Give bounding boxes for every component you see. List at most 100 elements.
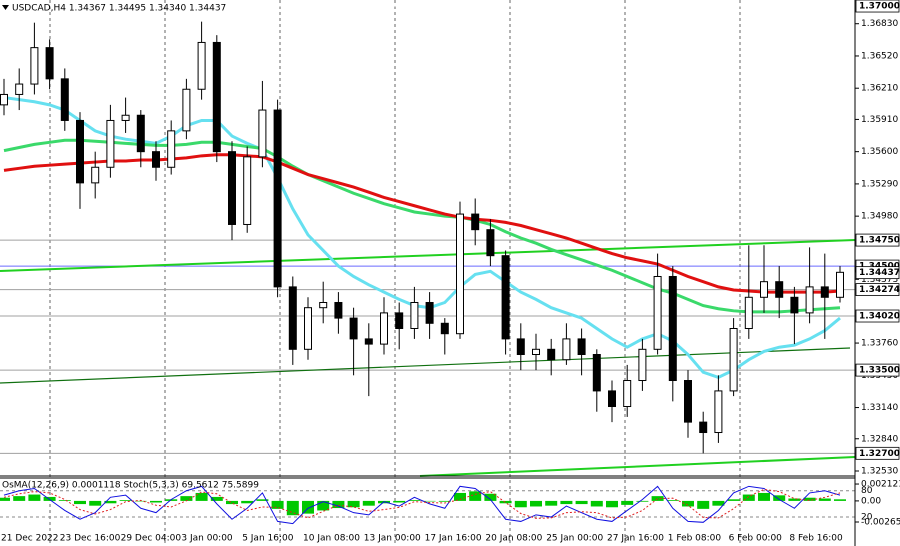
level-box [855, 309, 900, 323]
osma-bar [469, 491, 482, 501]
candle-body [364, 338, 373, 345]
candle-body [668, 275, 677, 382]
osma-bar [773, 495, 786, 501]
osma-bar [28, 494, 41, 501]
candles [0, 21, 844, 454]
candle-body [228, 151, 236, 225]
candle-body [167, 130, 176, 168]
level-label: 1.34020 [859, 312, 900, 322]
osma-bar [499, 500, 512, 504]
candle-body [197, 41, 206, 90]
level-label: 1.34750 [859, 236, 900, 246]
candle-body [121, 114, 130, 121]
candle-body [608, 390, 616, 408]
candle-body [638, 348, 647, 382]
candle-body [684, 380, 692, 423]
candle-body [152, 151, 160, 168]
trend-line [0, 239, 856, 272]
moving-average [3, 153, 841, 294]
y-tick-label: 1.34980 [861, 212, 898, 222]
candle-body [380, 312, 388, 345]
osma-bar [393, 500, 406, 503]
osma-bar [834, 499, 846, 501]
osma-bar [241, 500, 254, 504]
x-tick-label: 25 Jan 00:00 [546, 534, 603, 544]
candle-body [547, 348, 556, 361]
candle-body [501, 255, 510, 340]
level-label: 1.33500 [859, 366, 900, 376]
osma-bar [302, 500, 314, 514]
osma-bar [408, 500, 421, 501]
x-tick-label: 10 Jan 08:00 [303, 534, 360, 544]
osma-bar [0, 497, 10, 501]
y-tick-label: 1.33760 [861, 339, 898, 349]
candle-body [775, 281, 784, 298]
x-tick-label: 6 Feb 00:00 [729, 534, 783, 544]
x-tick-label: 1 Feb 08:00 [668, 534, 722, 544]
stoch-tick-label: 80 [861, 486, 873, 496]
candle-body [760, 281, 768, 298]
candle-body [91, 166, 100, 184]
candle-body [744, 296, 753, 329]
osma-bar [332, 500, 345, 509]
candle-body [304, 307, 312, 350]
candle-body [471, 213, 480, 231]
osma-bar [286, 500, 299, 516]
candle-body [212, 41, 221, 153]
y-tick-label: 1.35600 [861, 147, 898, 157]
candle-body [182, 88, 191, 132]
osma-bar [150, 500, 162, 503]
trend-line [0, 347, 851, 384]
stoch-signal [3, 488, 841, 519]
y-tick-label: 1.34373 [861, 275, 898, 285]
candle-body [136, 114, 145, 153]
level-label: 1.34437 [859, 268, 900, 278]
x-tick-label: 8 Feb 16:00 [789, 534, 843, 544]
x-tick-label: 21 Dec 2022 [1, 534, 59, 544]
x-tick-label: 17 Jan 16:00 [425, 534, 482, 544]
menu-triangle[interactable] [2, 5, 9, 10]
level-box [855, 363, 900, 377]
osma-bar [484, 493, 497, 501]
osma-bar [180, 496, 193, 501]
oscillator [0, 485, 855, 525]
candle-body [486, 229, 495, 257]
osma-bar [636, 500, 649, 502]
candle-body [395, 312, 404, 329]
osma-bar [530, 500, 542, 507]
osma-tick-label: 0.0021217 [861, 480, 900, 490]
candle-body [836, 271, 844, 298]
candle-body [714, 390, 723, 434]
y-tick-label: 1.35910 [861, 115, 898, 125]
candle-body [319, 301, 328, 309]
y-tick-label: 1.32530 [861, 467, 898, 477]
osma-bar [362, 500, 375, 506]
osma-bar [195, 492, 208, 501]
candle-body [60, 78, 69, 121]
x-tick-label: 20 Jan 08:00 [485, 534, 542, 544]
level-box [855, 233, 900, 247]
osma-bar [697, 500, 710, 509]
candle-body [243, 156, 252, 225]
osma-bar [119, 500, 132, 501]
y-tick-label: 1.35290 [861, 179, 898, 189]
osma-bar [621, 500, 634, 505]
osma-bar [788, 498, 801, 501]
y-tick-label: 1.36210 [861, 84, 898, 94]
candle-body [76, 119, 84, 184]
osma-bar [682, 500, 694, 507]
x-tick-label: 13 Jan 00:00 [364, 534, 421, 544]
oscillator-title: OsMA(12,26,9) 0.0001118 Stoch(5,3,3) 69.… [2, 481, 259, 491]
osma-bar [438, 500, 451, 502]
osma-bar [590, 500, 603, 507]
x-tick-label: 5 Jan 16:00 [242, 534, 294, 544]
x-tick-label: 29 Dec 04:00 [121, 534, 182, 544]
osma-bar [742, 494, 755, 501]
level-box [855, 0, 900, 13]
osma-bar [210, 496, 223, 501]
candle-body [334, 301, 343, 319]
osma-tick-label: 0.00 [861, 496, 881, 506]
osma-bar [89, 500, 102, 506]
